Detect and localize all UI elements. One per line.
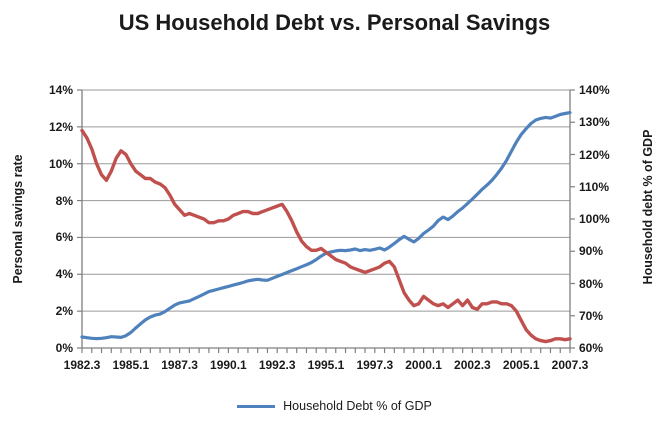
- x-tick-label: 1987.3: [161, 358, 198, 372]
- chart-title: US Household Debt vs. Personal Savings: [118, 10, 551, 35]
- x-tick-label: 1982.3: [63, 358, 101, 372]
- y-left-tick-label: 4%: [55, 267, 73, 282]
- x-tick-label: 1985.1: [112, 358, 150, 372]
- y-left-tick-label: 10%: [48, 156, 73, 171]
- y-right-tick-label: 80%: [579, 276, 604, 291]
- chart-legend: Household Debt % of GDP: [0, 397, 669, 415]
- y-left-tick-label: 0%: [55, 341, 73, 355]
- x-tick-label: 2005.1: [502, 358, 540, 372]
- y-right-tick-label: 120%: [579, 147, 610, 162]
- x-tick-label: 2007.3: [551, 358, 589, 372]
- y-right-tick-label: 110%: [579, 179, 610, 194]
- x-tick-label: 1997.3: [356, 358, 394, 372]
- x-tick-label: 2002.3: [454, 358, 491, 372]
- series-line-debt: [80, 110, 572, 341]
- y-left-tick-label: 12%: [48, 119, 73, 134]
- y-right-tick-label: 100%: [579, 212, 610, 226]
- y-right-tick-label: 60%: [579, 341, 604, 355]
- legend-line-swatch: [237, 404, 276, 408]
- x-tick-label: 1992.3: [258, 358, 296, 372]
- y-left-tick-label: 14%: [48, 83, 73, 97]
- legend-label: Household Debt % of GDP: [283, 399, 432, 413]
- y-right-tick-label: 90%: [579, 244, 604, 259]
- y-left-tick-label: 2%: [55, 304, 73, 319]
- y-right-tick-label: 140%: [579, 83, 610, 97]
- x-tick-label: 1990.1: [210, 358, 247, 372]
- y-left-tick-label: 6%: [55, 230, 73, 245]
- y-right-tick-label: 70%: [579, 308, 604, 323]
- y-axis-title-left: Personal savings rate: [11, 154, 25, 284]
- y-axis-title-right: Household debt % of GDP: [641, 129, 655, 285]
- y-right-tick-label: 130%: [579, 115, 610, 130]
- x-tick-label: 1995.1: [307, 358, 345, 372]
- x-tick-label: 2000.1: [405, 358, 442, 372]
- y-left-tick-label: 8%: [55, 193, 73, 208]
- series-line-savings: [80, 128, 572, 344]
